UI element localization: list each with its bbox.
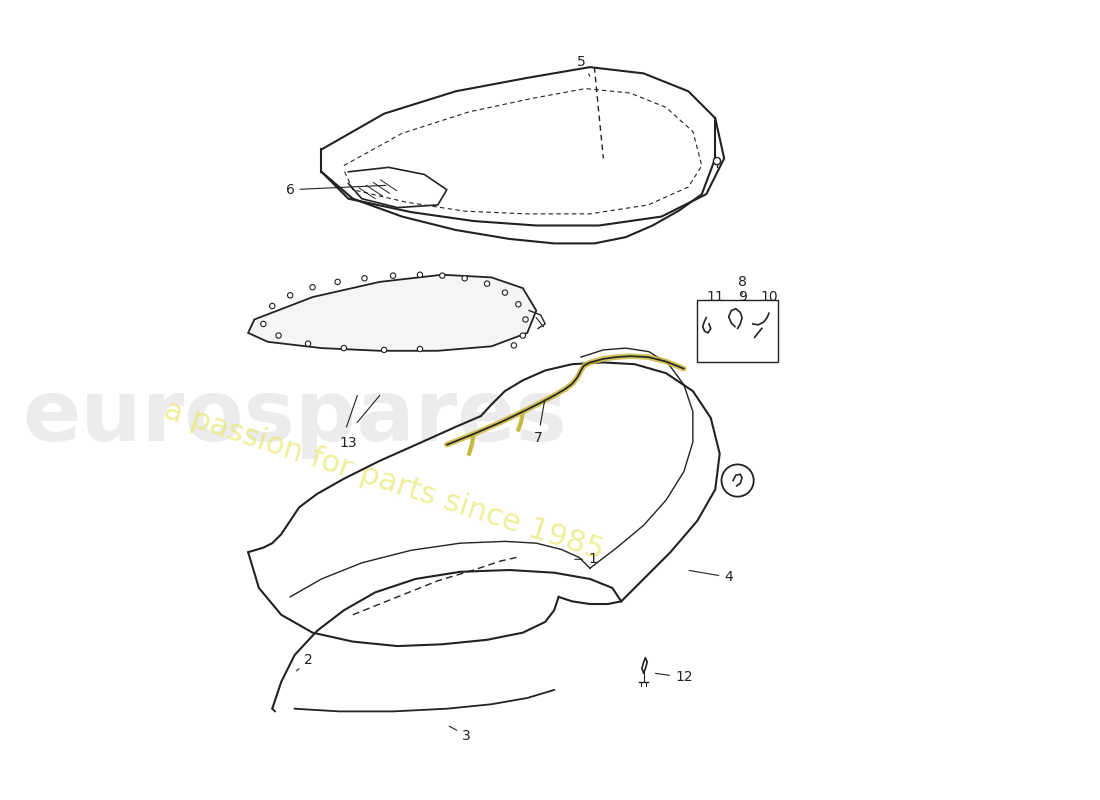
Circle shape <box>516 302 521 307</box>
Text: 8: 8 <box>738 275 747 294</box>
Text: 13: 13 <box>340 436 358 450</box>
Circle shape <box>722 465 754 497</box>
Text: 5: 5 <box>576 54 590 76</box>
Circle shape <box>390 273 396 278</box>
Circle shape <box>503 290 507 295</box>
Text: 7: 7 <box>534 400 544 445</box>
Circle shape <box>334 279 340 285</box>
Circle shape <box>270 303 275 309</box>
Circle shape <box>462 276 468 281</box>
Text: 6: 6 <box>286 182 386 197</box>
Text: 12: 12 <box>656 670 693 684</box>
Circle shape <box>287 293 293 298</box>
Circle shape <box>484 281 490 286</box>
Text: 3: 3 <box>449 726 471 742</box>
Circle shape <box>417 346 422 352</box>
Text: eurospares: eurospares <box>22 376 568 459</box>
Circle shape <box>417 272 422 278</box>
Circle shape <box>382 347 387 353</box>
Circle shape <box>714 158 720 165</box>
Circle shape <box>341 346 346 350</box>
Text: a passion for parts since 1985: a passion for parts since 1985 <box>161 395 608 566</box>
Circle shape <box>261 322 266 326</box>
Text: 9: 9 <box>738 290 747 304</box>
FancyBboxPatch shape <box>697 300 778 362</box>
Polygon shape <box>249 274 537 350</box>
Circle shape <box>512 342 517 348</box>
Circle shape <box>522 317 528 322</box>
Text: 4: 4 <box>690 570 733 584</box>
Text: 10: 10 <box>760 290 778 304</box>
Text: 11: 11 <box>706 290 724 304</box>
Circle shape <box>306 341 311 346</box>
Text: 2: 2 <box>297 653 312 671</box>
Circle shape <box>276 333 282 338</box>
Circle shape <box>440 273 446 278</box>
Circle shape <box>362 276 367 281</box>
Circle shape <box>310 285 316 290</box>
Circle shape <box>520 333 526 338</box>
Text: 1: 1 <box>575 552 597 566</box>
